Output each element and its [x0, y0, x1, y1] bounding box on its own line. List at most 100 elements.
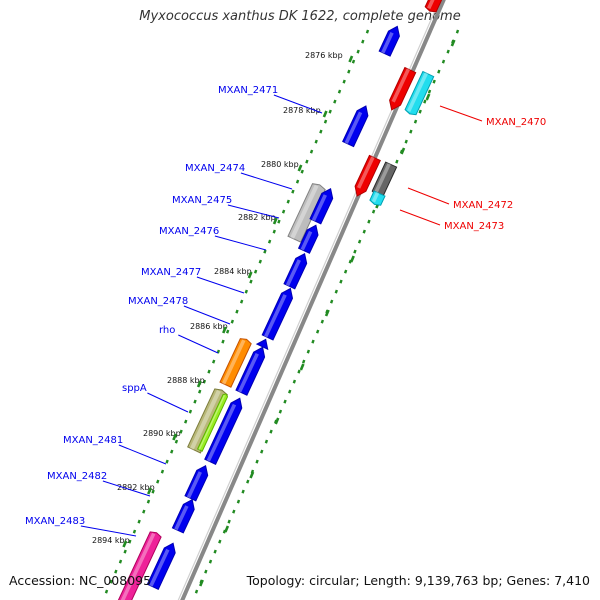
gene-mxan-2482 [184, 464, 209, 502]
tick-mark [249, 471, 255, 479]
gene-layer [117, 0, 443, 600]
tick-label: 2886 kbp [190, 322, 228, 331]
tick-track-left-dot [235, 309, 239, 314]
tick-track-right-dot [292, 379, 297, 384]
tick-track-left-dot [128, 539, 132, 544]
tick-track-right-dot [208, 559, 213, 564]
tick-track-left-dot [323, 119, 328, 124]
gene-rho [219, 338, 252, 388]
gene-forward [378, 25, 400, 57]
gene-mxan-2478 [261, 287, 294, 341]
tick-track-right-dot [432, 79, 436, 84]
leader-line-reverse [439, 105, 483, 122]
tick-track-right-dot [315, 329, 320, 334]
tick-mark [297, 164, 303, 172]
gene-pink [117, 531, 162, 600]
tick-track-left-dot [314, 139, 318, 144]
tick-track-right-dot [441, 59, 446, 64]
gene-mxan-2476-highlight [300, 230, 313, 251]
tick-track-left-dot [263, 249, 267, 254]
tick-track-left-dot [193, 399, 197, 404]
gene-mxan-2470-cyan-highlight [407, 72, 429, 112]
gene-reverse-top [424, 0, 443, 13]
gene-mxan-2483 [171, 498, 195, 534]
tick-label: 2890 kbp [143, 429, 181, 438]
tick-track-left-dot [137, 519, 141, 524]
tick-track-right-dot [302, 359, 306, 364]
gene-rho-forward [235, 346, 266, 396]
tick-track-right-dot [371, 209, 376, 214]
leader-line-forward [273, 94, 323, 114]
tick-track-left-dot [328, 109, 332, 114]
tick-track-left-dot [132, 529, 137, 534]
tick-track-left-dot [225, 329, 230, 334]
gene-label-forward: MXAN_2471 [218, 85, 278, 96]
tick-track-right-dot [353, 249, 357, 254]
tick-track-left-dot [221, 339, 225, 344]
gene-label-forward: MXAN_2475 [172, 195, 232, 206]
gene-label-forward: MXAN_2478 [128, 296, 188, 307]
tick-track-left-dot [342, 79, 346, 84]
tick-track-left-dot [198, 389, 202, 394]
tick-track-left-dot [309, 149, 314, 154]
tick-mark [322, 110, 328, 118]
tick-track-left-dot [114, 569, 118, 574]
tick-mark [274, 417, 280, 425]
tick-label: 2878 kbp [283, 106, 321, 115]
tick-mark [247, 271, 253, 279]
tick-track-right-dot [278, 409, 283, 414]
label-layer: MXAN_2471 MXAN_2474 MXAN_2475 MXAN_2476 MXAN… [25, 85, 546, 537]
tick-track-right-dot [227, 519, 231, 524]
tick-track-right-dot [423, 99, 427, 104]
tick-track-left-dot [212, 359, 216, 364]
gene-sppA-inner [196, 393, 229, 452]
tick-mark [400, 147, 406, 155]
gene-mxan-2470-cyan [404, 70, 435, 116]
gene-mxan-2478-highlight [264, 294, 287, 338]
tick-track-right-dot [413, 119, 418, 124]
tick-track-left-dot [109, 579, 113, 584]
gene-label-reverse: MXAN_2472 [453, 200, 513, 211]
gene-mxan-2475 [309, 187, 334, 225]
tick-track-right-dot [367, 219, 371, 224]
tick-mark [224, 525, 230, 533]
tick-mark [147, 487, 152, 495]
tick-track-left-dot [333, 99, 337, 104]
tick-label: 2884 kbp [214, 267, 252, 276]
tick-track-left-dot [300, 169, 304, 174]
tick-label: 2894 kbp [92, 536, 130, 545]
gene-label-reverse: MXAN_2473 [444, 221, 504, 232]
tick-track-left-dot [170, 449, 174, 454]
tick-track-right-dot [264, 439, 269, 444]
accession-text: Accession: NC_008095 [9, 573, 152, 588]
tick-mark [196, 380, 202, 388]
leader-line-forward [102, 480, 151, 497]
tick-mark [199, 579, 204, 587]
tick-track-left-dot [351, 59, 356, 64]
tick-track-left-dot [160, 469, 165, 474]
tick-track-right-dot [213, 549, 217, 554]
gene-mxan-2471 [342, 105, 369, 148]
tick-layer: 2876 kbp 2878 kbp 2880 kbp 2882 kbp 2884 kbp… [92, 29, 460, 594]
tick-mark [348, 55, 354, 63]
gene-pink-highlight [120, 532, 156, 600]
tick-mark [272, 217, 278, 225]
tick-mark [299, 363, 305, 371]
tick-track-left-dot [253, 269, 258, 274]
leader-line-forward [147, 392, 189, 413]
tick-track-left-dot [230, 319, 235, 324]
tick-track-left-dot [146, 499, 151, 504]
tick-track-right-dot [427, 89, 432, 94]
gene-mxan-2476 [297, 224, 319, 254]
leader-line-forward [178, 334, 219, 354]
tick-track-right-dot [306, 349, 311, 354]
tick-label: 2882 kbp [238, 213, 276, 222]
gene-label-forward: MXAN_2483 [25, 516, 85, 527]
tick-track-right-dot [334, 289, 338, 294]
tick-track-right-dot [455, 29, 460, 34]
gene-label-forward: sppA [122, 383, 147, 394]
tick-label: 2880 kbp [261, 160, 299, 169]
tick-mark [450, 39, 456, 47]
